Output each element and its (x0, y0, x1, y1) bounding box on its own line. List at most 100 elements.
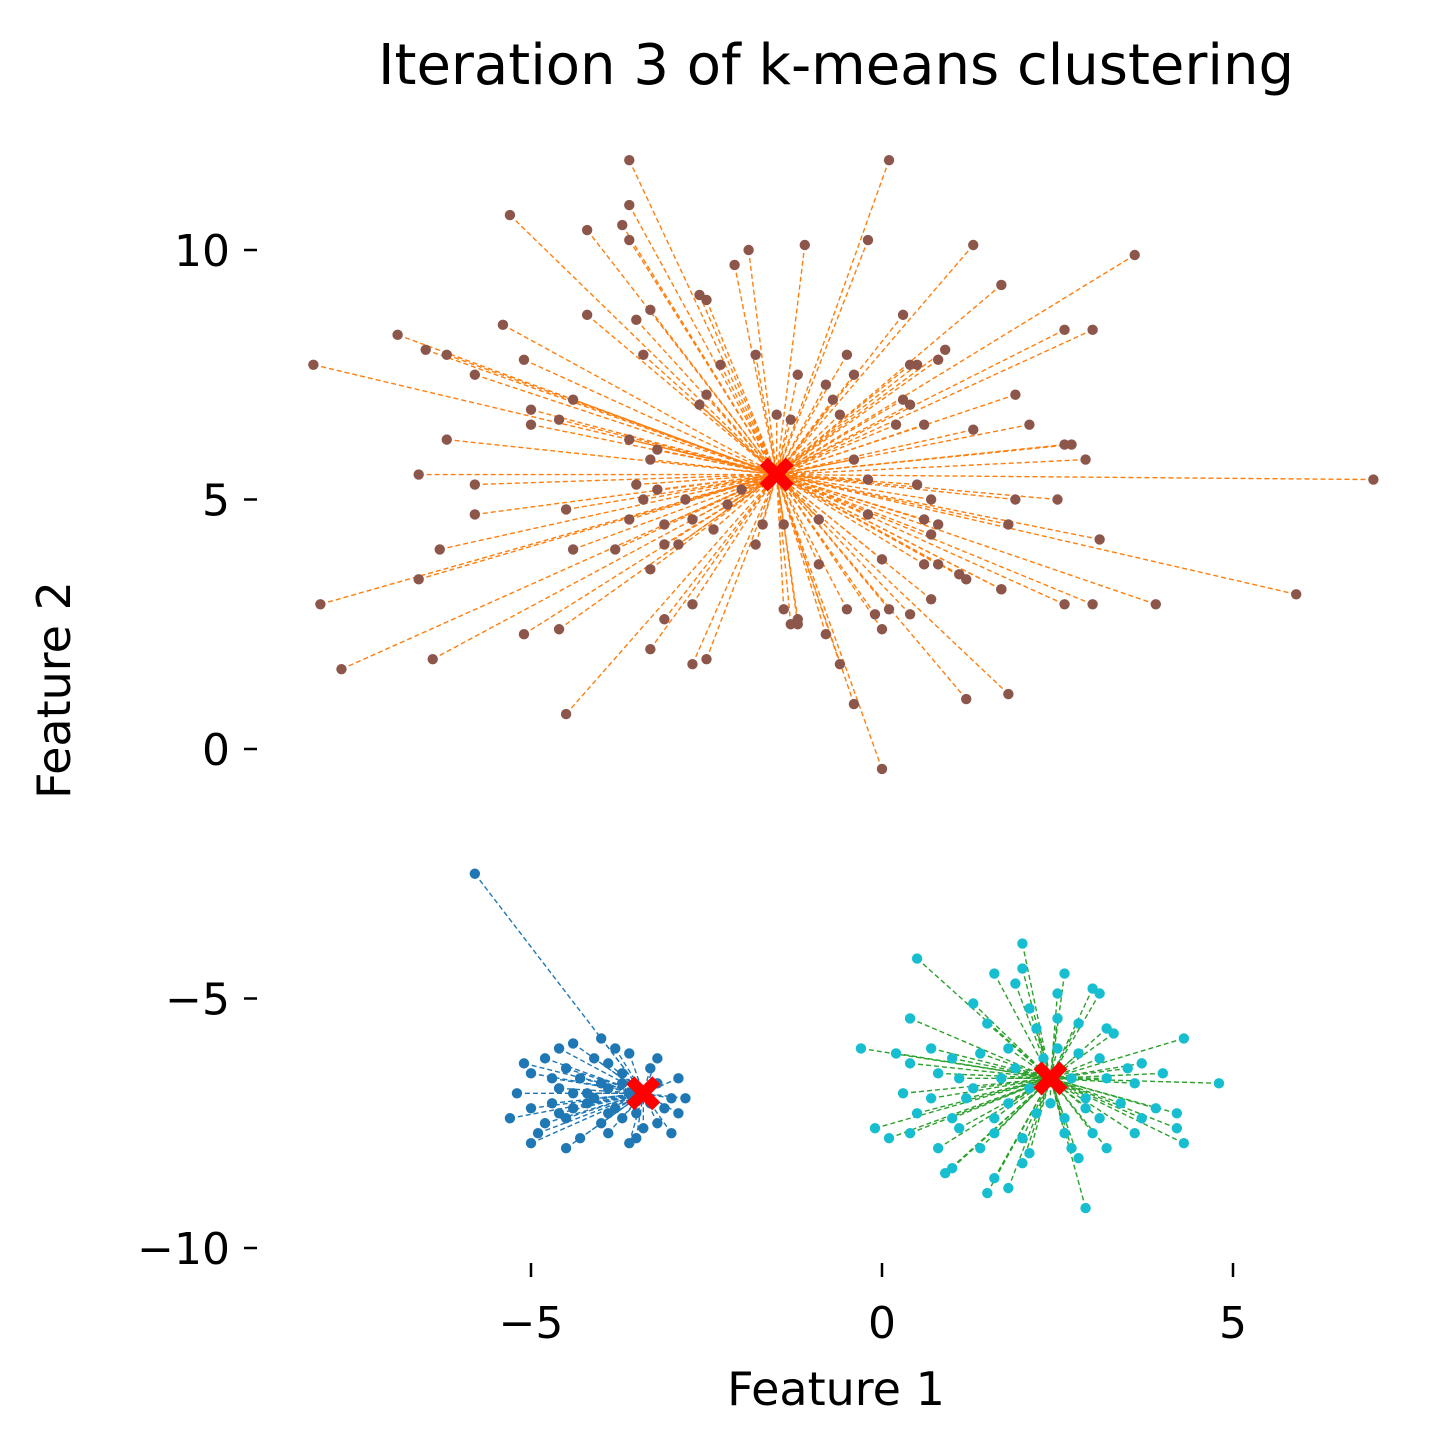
data-point (1003, 1098, 1014, 1109)
assignment-line (1050, 1052, 1080, 1079)
assignment-line (776, 473, 1374, 481)
data-point (1150, 1103, 1161, 1114)
assignment-line (628, 159, 778, 475)
data-point (1059, 1113, 1070, 1124)
data-point (996, 279, 1007, 291)
data-point (750, 349, 761, 360)
data-point (792, 369, 803, 380)
data-point (996, 584, 1007, 595)
data-point (497, 319, 509, 331)
assignment-line (628, 204, 778, 475)
data-point (624, 514, 635, 525)
data-point (968, 239, 979, 251)
assignment-line (530, 409, 777, 476)
data-point (1115, 1098, 1126, 1109)
data-point (890, 419, 902, 430)
assignment-line (895, 1052, 1051, 1080)
data-point (1066, 1073, 1077, 1084)
data-point (1087, 324, 1098, 336)
data-point (532, 1128, 544, 1139)
data-points (308, 154, 1379, 1214)
data-point (904, 1013, 916, 1024)
x-tick-label: −5 (499, 1298, 564, 1349)
assignment-line (474, 473, 777, 486)
data-point (659, 519, 670, 530)
data-point (1101, 1143, 1112, 1154)
data-point (918, 419, 930, 430)
assignment-line (650, 458, 777, 476)
data-point (968, 1083, 979, 1094)
data-point (1017, 938, 1028, 949)
data-point (813, 514, 825, 525)
data-point (869, 609, 881, 620)
assignment-line (776, 473, 1002, 590)
data-point (975, 1048, 986, 1059)
data-point (792, 614, 803, 625)
data-point (785, 414, 796, 425)
data-point (989, 1128, 1000, 1139)
data-point (638, 1123, 649, 1134)
data-point (1024, 1083, 1035, 1094)
assignment-line (776, 474, 848, 610)
data-point (553, 414, 565, 425)
data-point (441, 349, 452, 360)
data-point (659, 1103, 670, 1114)
data-point (652, 484, 663, 495)
data-point (1031, 1108, 1042, 1119)
y-tick-label: 0 (202, 725, 230, 776)
data-point (862, 474, 874, 485)
centroid-marker (1033, 1061, 1068, 1096)
assignment-line (733, 264, 778, 475)
data-point (968, 998, 979, 1009)
data-point (989, 1172, 1000, 1184)
data-point (925, 1093, 937, 1104)
data-point (701, 653, 712, 665)
assignment-line (754, 354, 778, 475)
data-point (525, 419, 537, 430)
data-point (518, 629, 530, 640)
assignment-line (1050, 1037, 1185, 1080)
data-point (925, 494, 937, 505)
assignment-line (565, 474, 778, 715)
data-point (469, 479, 481, 490)
assignment-line (973, 1077, 1051, 1090)
data-point (1080, 1093, 1091, 1104)
assignment-line (649, 309, 778, 475)
data-point (603, 1058, 614, 1069)
centroids (626, 457, 1068, 1111)
data-point (778, 519, 789, 530)
data-point (581, 1098, 593, 1109)
data-point (687, 514, 698, 525)
assignment-line (544, 1057, 644, 1094)
data-point (525, 404, 537, 415)
assignment-line (1049, 993, 1059, 1079)
data-point (757, 519, 768, 530)
assignment-line (474, 873, 644, 1094)
data-point (954, 1073, 965, 1084)
assignment-line (530, 1092, 644, 1144)
assignment-line (509, 214, 778, 476)
assignment-line (776, 359, 939, 476)
data-point (638, 349, 649, 360)
assignment-line (614, 473, 777, 551)
data-point (975, 1143, 986, 1154)
data-point (624, 199, 635, 211)
data-point (904, 399, 916, 410)
assignment-line (776, 473, 939, 526)
data-point (603, 1128, 614, 1139)
data-point (911, 359, 923, 370)
assignment-line (952, 1057, 1051, 1080)
assignment-line (776, 473, 1065, 605)
data-point (827, 394, 839, 405)
assignment-line (776, 473, 932, 501)
assignment-line (691, 474, 778, 665)
data-point (553, 1043, 565, 1054)
assignment-line (776, 458, 855, 476)
data-point (652, 444, 663, 455)
data-point (1059, 599, 1070, 610)
data-point (1045, 1098, 1056, 1109)
y-tick-label: 5 (202, 476, 230, 527)
data-point (1129, 249, 1140, 261)
data-point (1087, 1128, 1098, 1139)
data-point (631, 1108, 642, 1119)
